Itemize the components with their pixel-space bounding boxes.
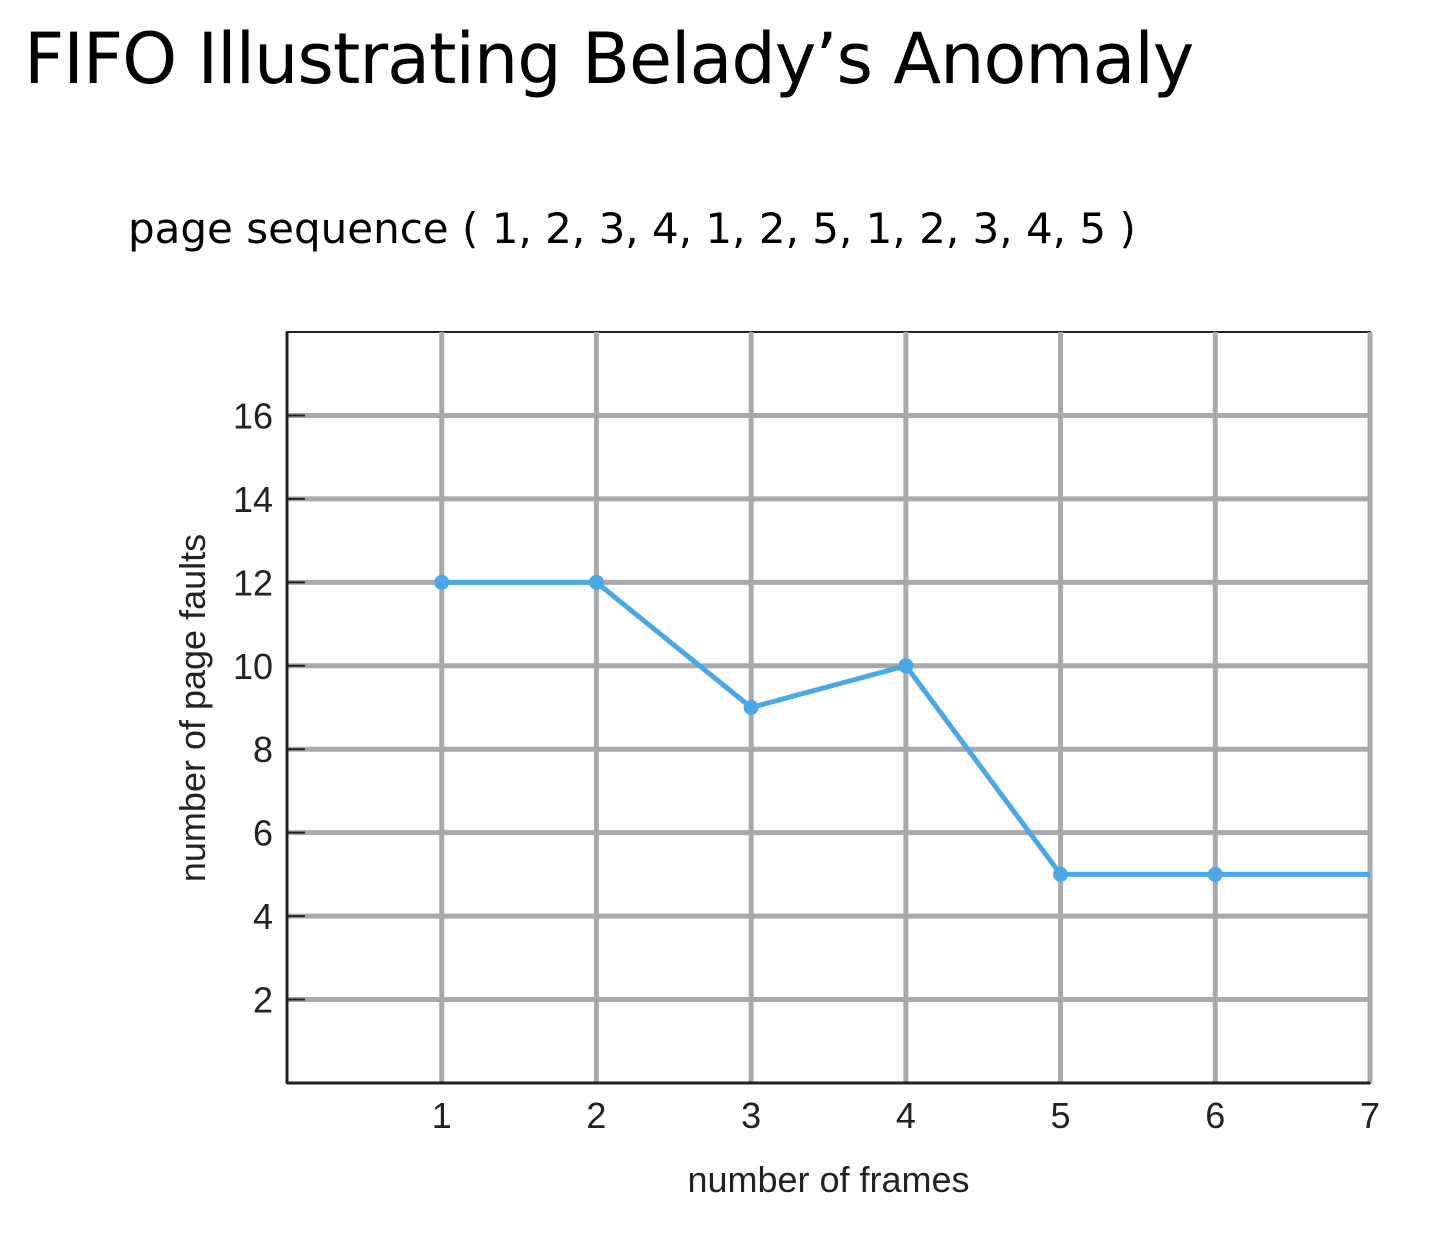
plot-frame: [286, 331, 1371, 1084]
page-sequence-subtitle: page sequence ( 1, 2, 3, 4, 1, 2, 5, 1, …: [128, 204, 1136, 253]
y-tick-label-2: 2: [253, 980, 273, 1021]
grid: [286, 331, 1373, 1084]
x-tick-label-5: 5: [1051, 1095, 1071, 1136]
data-point-5: [1053, 866, 1069, 882]
data-point-4: [898, 658, 914, 674]
x-tick-label-7: 7: [1360, 1095, 1380, 1136]
y-tick-label-10: 10: [233, 646, 273, 687]
y-tick-label-14: 14: [233, 479, 273, 520]
x-tick-label-3: 3: [741, 1095, 761, 1136]
x-tick-label-1: 1: [432, 1095, 452, 1136]
slide-title: FIFO Illustrating Belady’s Anomaly: [24, 18, 1194, 100]
y-tick-label-12: 12: [233, 562, 273, 603]
y-tick-label-8: 8: [253, 729, 273, 770]
axes: [285, 332, 1370, 1085]
data-point-2: [588, 574, 604, 590]
y-axis-title: number of page faults: [172, 534, 213, 882]
x-tick-label-2: 2: [586, 1095, 606, 1136]
y-tick-label-16: 16: [233, 395, 273, 436]
x-tick-label-6: 6: [1205, 1095, 1225, 1136]
data-point-3: [743, 700, 759, 715]
series: [434, 574, 1370, 882]
y-tick-label-6: 6: [253, 813, 273, 854]
data-point-6: [1207, 866, 1223, 882]
y-tick-label-4: 4: [253, 896, 273, 937]
x-axis-title: number of frames: [687, 1159, 969, 1200]
x-tick-label-4: 4: [896, 1095, 916, 1136]
data-point-1: [434, 574, 450, 590]
